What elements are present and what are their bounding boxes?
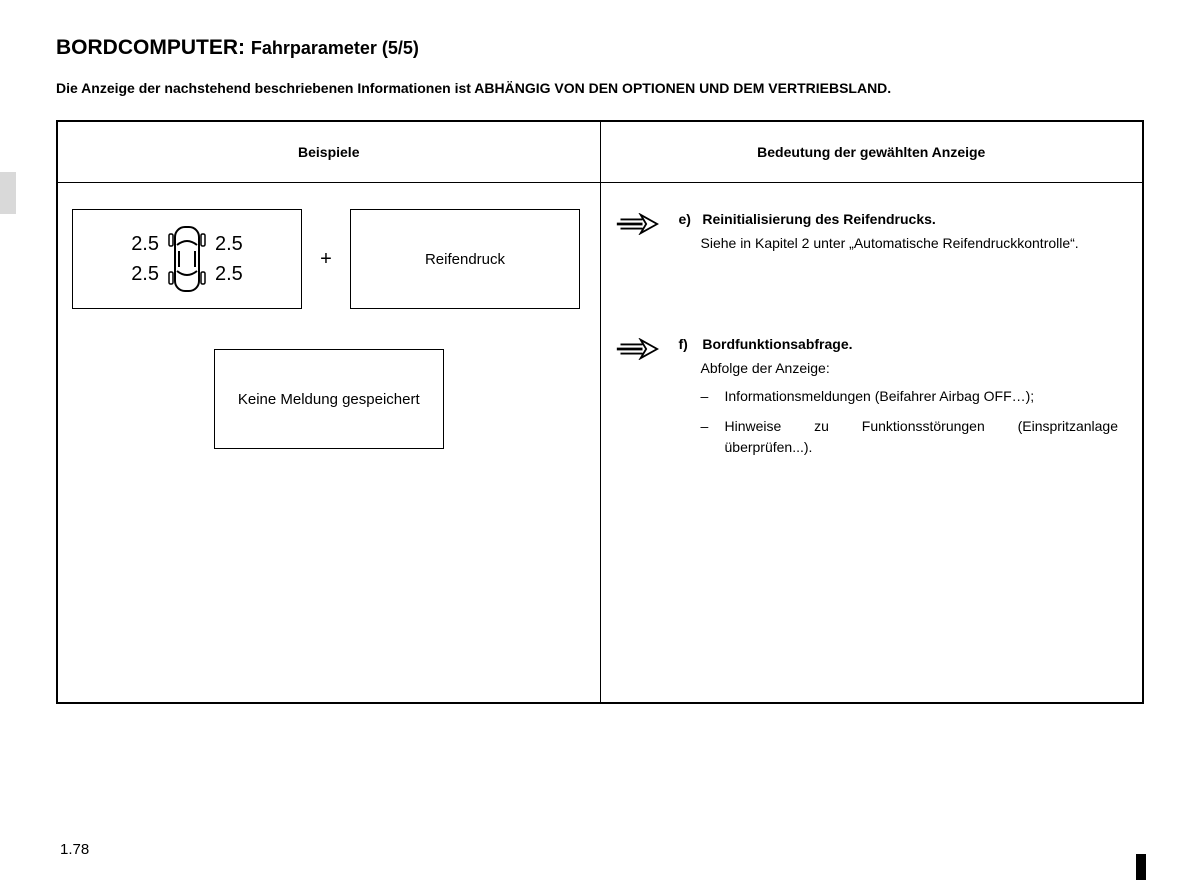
car-top-icon xyxy=(165,221,209,297)
meaning-e-letter: e) xyxy=(679,209,699,229)
tire-fr: 2.5 xyxy=(215,233,243,255)
list-item: Informationsmeldungen (Beifahrer Airbag … xyxy=(701,386,1119,406)
footer-mark xyxy=(1136,854,1146,880)
title-rest: Fahrparameter (5/5) xyxy=(251,38,419,58)
list-item: Hinweise zu Funktionsstörungen (Einsprit… xyxy=(701,416,1119,457)
meaning-e-text: e) Reinitialisierung des Reifendrucks. S… xyxy=(679,209,1119,254)
tire-right-values: 2.5 2.5 xyxy=(215,233,243,285)
example-row-f: Keine Meldung gespeichert xyxy=(72,349,586,449)
example-row-e: 2.5 2.5 xyxy=(72,209,586,309)
tire-rl: 2.5 xyxy=(131,263,159,285)
meaning-e-lead: Reinitialisierung des Reifendrucks. xyxy=(702,211,935,227)
tire-label-box: Reifendruck xyxy=(350,209,580,309)
tire-rr: 2.5 xyxy=(215,263,243,285)
tire-pressure-display: 2.5 2.5 xyxy=(72,209,302,309)
meaning-f-lead: Bordfunktionsabfrage. xyxy=(702,336,852,352)
meaning-f-text: f) Bordfunktionsabfrage. Abfolge der Anz… xyxy=(679,334,1119,467)
no-message-box: Keine Meldung gespeichert xyxy=(214,349,444,449)
page-number: 1.78 xyxy=(60,841,89,858)
subtitle: Die Anzeige der nachstehend beschriebene… xyxy=(56,80,1144,96)
meaning-f-letter: f) xyxy=(679,334,699,354)
meaning-row-f: f) Bordfunktionsabfrage. Abfolge der Anz… xyxy=(615,334,1119,467)
meaning-cell: e) Reinitialisierung des Reifendrucks. S… xyxy=(600,183,1143,703)
page-title: BORDCOMPUTER: Fahrparameter (5/5) xyxy=(56,36,1144,60)
title-prefix: BORDCOMPUTER: xyxy=(56,36,245,59)
side-tab xyxy=(0,172,16,214)
col-header-meaning: Bedeutung der gewählten Anzeige xyxy=(600,121,1143,183)
examples-cell: 2.5 2.5 xyxy=(57,183,600,703)
tire-left-values: 2.5 2.5 xyxy=(131,233,159,285)
page-content: BORDCOMPUTER: Fahrparameter (5/5) Die An… xyxy=(0,0,1200,704)
arrow-icon xyxy=(615,338,659,360)
meaning-f-list: Informationsmeldungen (Beifahrer Airbag … xyxy=(679,386,1119,457)
col-header-examples: Beispiele xyxy=(57,121,600,183)
meaning-row-e: e) Reinitialisierung des Reifendrucks. S… xyxy=(615,209,1119,254)
main-table: Beispiele Bedeutung der gewählten Anzeig… xyxy=(56,120,1144,704)
meaning-e-body: Siehe in Kapitel 2 unter „Automatische R… xyxy=(679,233,1119,253)
plus-symbol: + xyxy=(314,248,338,271)
tire-fl: 2.5 xyxy=(131,233,159,255)
meaning-f-sub: Abfolge der Anzeige: xyxy=(679,358,1119,378)
arrow-icon xyxy=(615,213,659,235)
